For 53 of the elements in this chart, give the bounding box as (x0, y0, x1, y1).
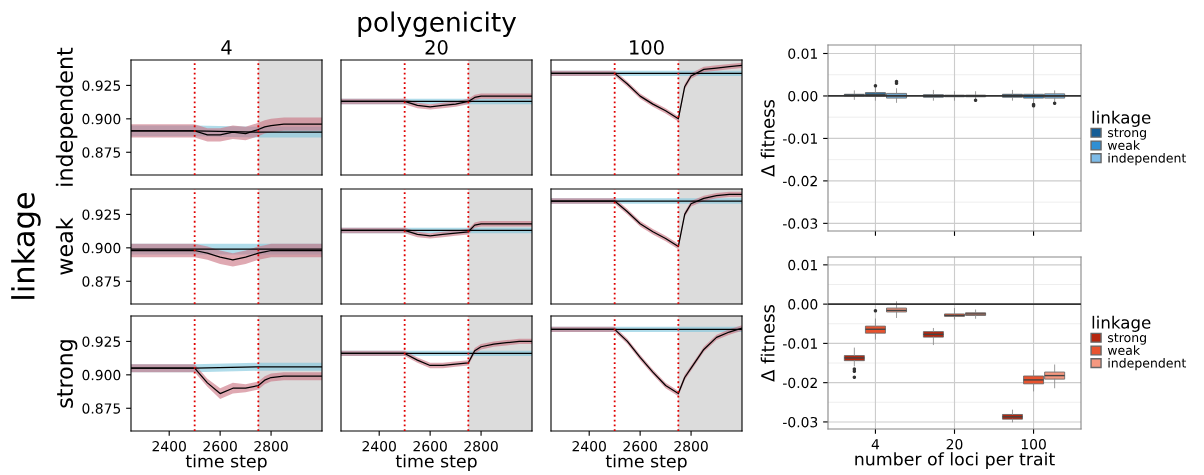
chart-title: 4 (221, 40, 232, 55)
y-tick-label: 0.900 (82, 369, 121, 381)
y-tick-label: -0.02 (783, 175, 817, 187)
x-tick-label: 2800 (254, 440, 288, 452)
x-axis-title: time step (395, 454, 477, 471)
legend-label: strong (1107, 333, 1146, 345)
x-tick-label: 2800 (674, 440, 708, 452)
y-tick-label: 0.925 (82, 336, 121, 347)
legend-label: weak (1107, 345, 1141, 355)
x-tick-label: 20 (946, 438, 963, 450)
y-tick-label: 0.925 (82, 209, 121, 220)
y-axis-title: strong (57, 340, 78, 408)
legend-label: independent (1108, 153, 1187, 166)
y-tick-label: 0.01 (788, 259, 817, 271)
x-tick-label: 2600 (413, 440, 447, 452)
y-tick-label: 0.00 (788, 299, 818, 310)
y-tick-label: 0.875 (82, 147, 121, 158)
y-tick-label: 0.875 (82, 403, 121, 414)
y-axis-title: independent (55, 47, 78, 186)
x-axis-title: time step (605, 454, 687, 471)
y-tick-label: 0.875 (82, 276, 121, 287)
x-tick-label: 2400 (572, 440, 606, 452)
legend-title: linkage (1092, 315, 1151, 332)
y-tick-label: -0.01 (783, 338, 817, 349)
x-tick-label: 2400 (362, 440, 396, 452)
legend-title: linkage (1092, 110, 1151, 127)
y-tick-label: -0.03 (783, 416, 818, 428)
x-axis-title: number of loci per trait (855, 452, 1055, 469)
y-tick-label: -0.03 (783, 218, 818, 229)
legend-label: strong (1107, 128, 1146, 140)
x-tick-label: 2800 (464, 440, 498, 452)
x-tick-label: 4 (871, 439, 880, 450)
legend-label: weak (1107, 140, 1141, 150)
y-tick-label: 0.00 (788, 90, 818, 102)
x-axis-title: time step (185, 454, 267, 471)
y-tick-label: 0.925 (82, 80, 121, 91)
x-tick-label: 2600 (623, 440, 657, 452)
text: polygenicity (358, 11, 517, 37)
y-axis-title: Δ fitness (760, 99, 775, 177)
y-tick-label: 0.900 (82, 242, 121, 254)
y-tick-label: -0.02 (783, 377, 817, 389)
x-tick-label: 2400 (152, 440, 186, 452)
x-tick-label: 100 (1021, 438, 1046, 450)
y-axis-title: weak (55, 217, 74, 275)
text: linkage (11, 192, 41, 299)
y-axis-title: Δ fitness (760, 304, 775, 382)
y-tick-label: 0.900 (82, 113, 121, 125)
y-tick-label: 0.01 (788, 48, 817, 59)
y-tick-label: -0.01 (783, 133, 817, 144)
chart-title: 100 (630, 40, 664, 55)
legend-label: independent (1108, 358, 1187, 371)
chart-title: 20 (425, 40, 448, 55)
x-tick-label: 2600 (203, 440, 237, 452)
